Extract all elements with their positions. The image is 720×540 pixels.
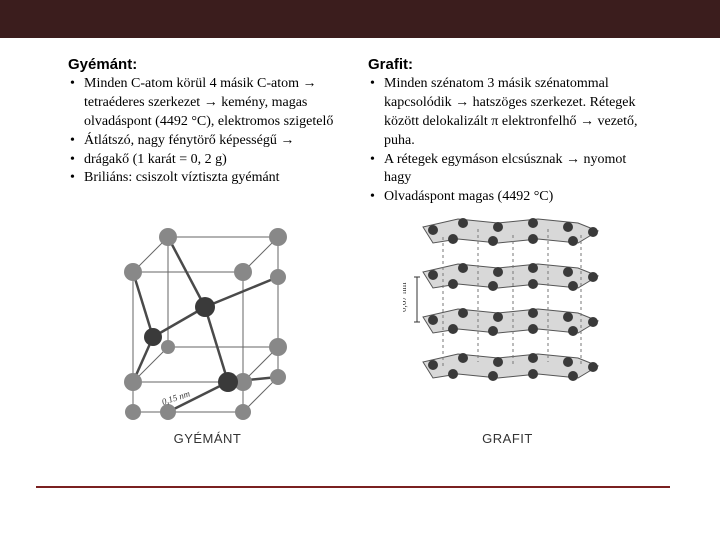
diamond-figure: 0,15 nm GYÉMÁNT xyxy=(108,217,308,446)
list-item: Minden C-atom körül 4 másik C-atom → tet… xyxy=(68,75,352,132)
dim-label: 0,67 nm xyxy=(403,283,408,313)
diamond-structure-icon: 0,15 nm xyxy=(108,217,308,427)
left-column: Gyémánt: Minden C-atom körül 4 másik C-a… xyxy=(68,56,352,207)
left-title: Gyémánt: xyxy=(68,56,352,73)
bottom-divider xyxy=(36,486,670,488)
list-item: drágakő (1 karát = 0, 2 g) xyxy=(68,151,352,170)
graphite-caption: GRAFIT xyxy=(482,431,533,446)
header-bar xyxy=(0,0,720,38)
list-item: Átlátszó, nagy fénytörő képességű → xyxy=(68,132,352,151)
list-item: Olvadáspont magas (4492 °C) xyxy=(368,188,652,207)
diamond-caption: GYÉMÁNT xyxy=(174,431,242,446)
right-bullets: Minden szénatom 3 másik szénatommal kapc… xyxy=(368,75,652,207)
graphite-figure: 0,67 nm GRAFIT xyxy=(403,217,613,446)
right-column: Grafit: Minden szénatom 3 másik szénatom… xyxy=(368,56,652,207)
list-item: Minden szénatom 3 másik szénatommal kapc… xyxy=(368,75,652,151)
right-title: Grafit: xyxy=(368,56,652,73)
left-bullets: Minden C-atom körül 4 másik C-atom → tet… xyxy=(68,75,352,188)
graphite-structure-icon: 0,67 nm xyxy=(403,217,613,427)
dim-label: 0,15 nm xyxy=(160,389,191,408)
list-item: A rétegek egymáson elcsúsznak → nyomot h… xyxy=(368,151,652,189)
images-row: 0,15 nm GYÉMÁNT xyxy=(0,217,720,446)
list-item: Briliáns: csiszolt víztiszta gyémánt xyxy=(68,169,352,188)
content-area: Gyémánt: Minden C-atom körül 4 másik C-a… xyxy=(0,38,720,207)
